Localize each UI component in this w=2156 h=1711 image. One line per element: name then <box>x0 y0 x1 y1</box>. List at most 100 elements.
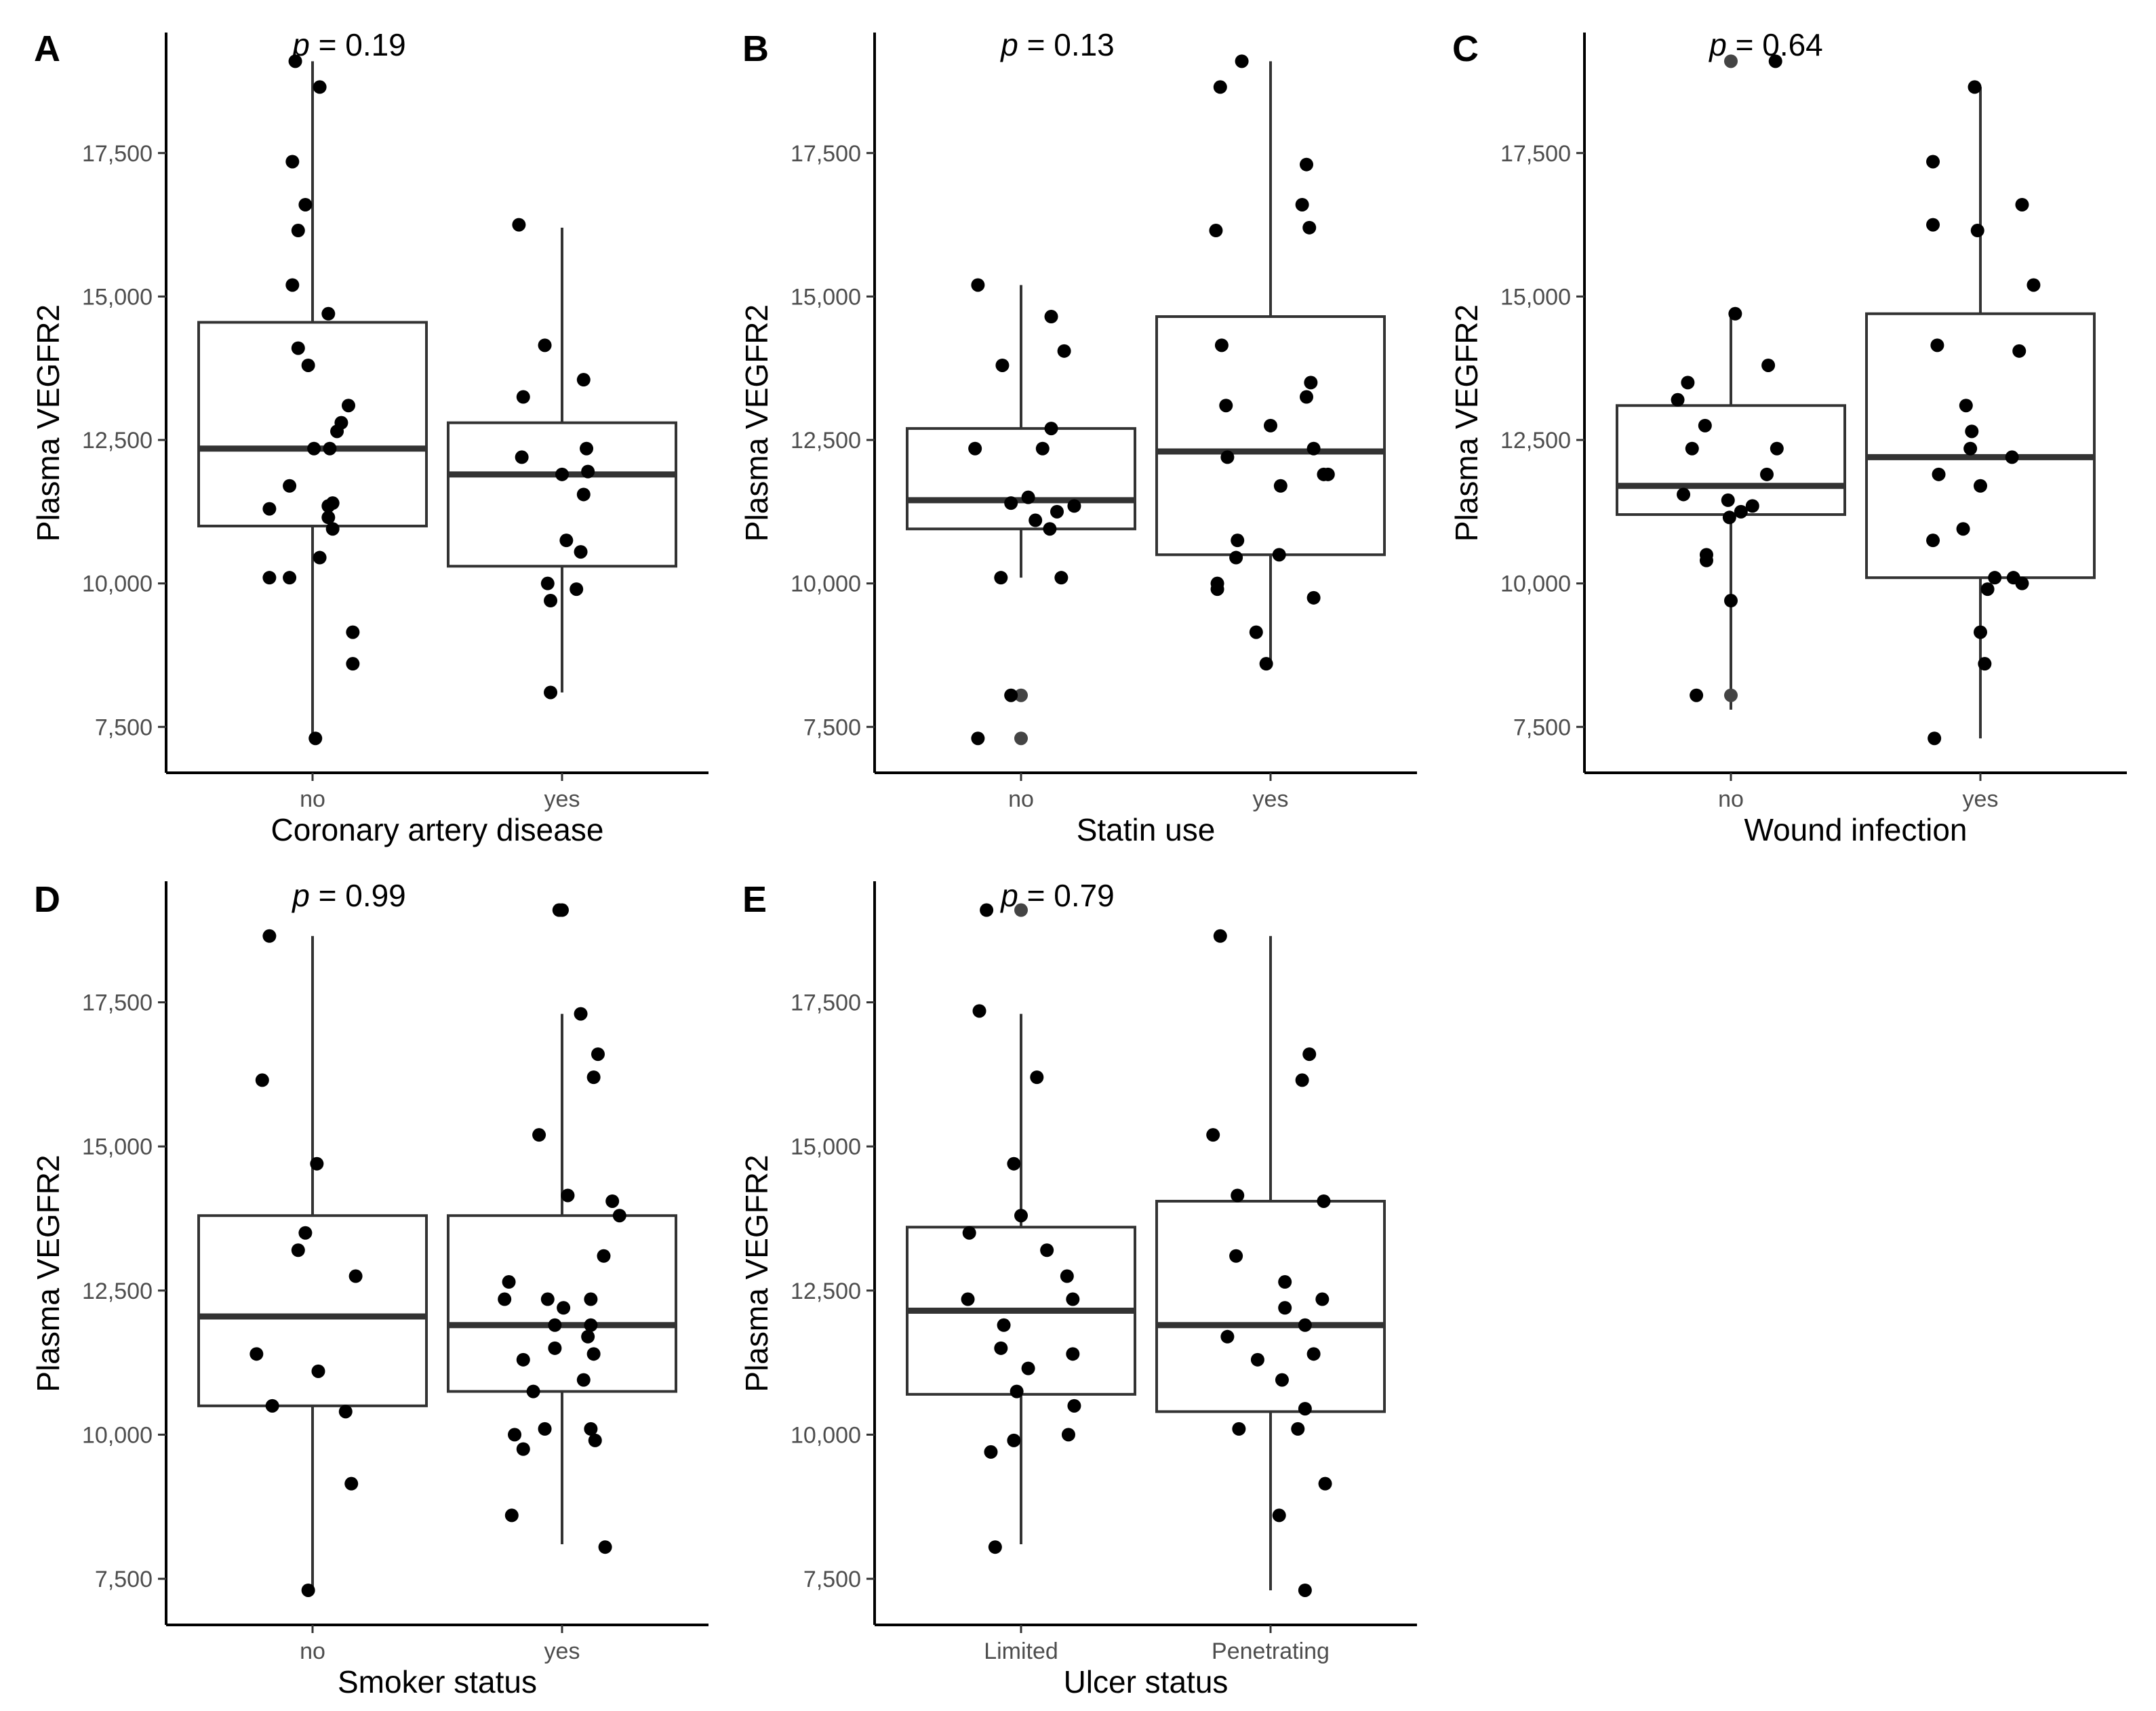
data-point <box>561 1188 575 1203</box>
y-tick-label: 12,500 <box>82 428 153 454</box>
data-point <box>1067 1398 1081 1413</box>
data-point <box>1930 338 1944 353</box>
data-point <box>1272 1508 1286 1523</box>
panel-label: C <box>1452 28 1479 69</box>
data-point <box>576 1373 591 1387</box>
data-point <box>1044 422 1058 436</box>
y-tick-label: 7,500 <box>1513 714 1571 740</box>
box <box>1155 1199 1386 1413</box>
data-point <box>265 1398 279 1413</box>
data-point <box>576 487 591 502</box>
p-value: = 0.13 <box>1018 27 1115 62</box>
data-point <box>548 1341 562 1355</box>
outlier-point <box>1014 688 1028 702</box>
data-point <box>984 1445 998 1459</box>
data-point <box>508 1428 522 1442</box>
x-tick-label: Limited <box>984 1638 1058 1664</box>
outlier-point <box>1724 54 1738 68</box>
data-point <box>971 731 985 746</box>
x-axis-title: Ulcer status <box>1064 1664 1229 1699</box>
data-point <box>301 1583 315 1597</box>
y-tick-label: 12,500 <box>791 428 861 454</box>
data-point <box>1745 499 1759 513</box>
group-yes: yes <box>447 903 677 1664</box>
y-axis-title: Plasma VEGFR2 <box>739 1154 774 1392</box>
data-point <box>310 1156 324 1171</box>
group-no: no <box>197 54 428 812</box>
y-tick-label: 15,000 <box>791 284 861 310</box>
x-tick-label: no <box>1008 786 1034 812</box>
p-value-label: p = 0.19 <box>291 27 406 62</box>
data-point <box>1770 441 1784 456</box>
data-point <box>1734 504 1748 519</box>
y-tick-label: 15,000 <box>791 1134 861 1160</box>
data-point <box>1029 513 1043 527</box>
data-point <box>1302 1047 1317 1062</box>
group-yes: yes <box>1865 80 2096 812</box>
y-axis-title: Plasma VEGFR2 <box>1449 304 1484 542</box>
data-point <box>301 358 315 372</box>
box <box>197 1214 428 1407</box>
y-tick-label: 17,500 <box>82 990 153 1016</box>
data-point <box>1698 418 1712 432</box>
data-point <box>298 197 313 212</box>
data-point <box>344 1476 359 1491</box>
data-point <box>1229 1249 1243 1263</box>
data-point <box>1250 1352 1264 1367</box>
data-point <box>2012 344 2027 358</box>
data-point <box>1318 1476 1332 1491</box>
data-point <box>323 441 337 456</box>
y-tick-label: 12,500 <box>1500 428 1571 454</box>
data-point <box>1690 688 1704 702</box>
data-point <box>1295 197 1309 212</box>
data-point <box>515 450 529 464</box>
y-tick-label: 15,000 <box>82 284 153 310</box>
data-point <box>1959 399 1973 413</box>
y-axis-title: Plasma VEGFR2 <box>31 304 66 542</box>
p-value-label: p = 0.13 <box>999 27 1115 62</box>
data-point <box>971 278 985 292</box>
data-point <box>1300 157 1313 172</box>
panel-d: D 7,500 10,000 12,500 15,000 17,500 Plasma VEG… <box>31 878 708 1699</box>
data-point <box>555 903 569 917</box>
data-point <box>1213 929 1227 943</box>
data-point <box>1219 399 1233 413</box>
data-point <box>498 1292 512 1306</box>
data-point <box>1956 522 1970 536</box>
data-point <box>1724 594 1738 608</box>
data-point <box>584 1292 598 1306</box>
data-point <box>1014 1209 1028 1223</box>
y-tick-label: 10,000 <box>1500 571 1571 597</box>
data-point <box>1760 467 1774 481</box>
data-point <box>321 306 336 321</box>
data-point <box>962 1226 976 1240</box>
data-point <box>1004 688 1018 702</box>
group-penetrating: Penetrating <box>1155 929 1386 1664</box>
data-point <box>1926 155 1940 169</box>
data-point <box>997 1318 1011 1332</box>
data-point <box>598 1540 612 1554</box>
data-point <box>342 399 355 413</box>
p-value: = 0.99 <box>310 878 406 913</box>
data-point <box>1232 1422 1246 1436</box>
p-value-label: p = 0.64 <box>1708 27 1823 62</box>
y-tick-label: 17,500 <box>791 990 861 1016</box>
data-point <box>1926 534 1940 548</box>
data-point <box>1040 1243 1054 1257</box>
data-point <box>1302 220 1317 235</box>
panel-label: B <box>742 28 769 69</box>
x-tick-label: no <box>1718 786 1744 812</box>
box <box>447 421 677 568</box>
data-point <box>570 582 584 597</box>
data-point <box>1235 54 1249 68</box>
data-point <box>291 1243 305 1257</box>
data-point <box>1932 467 1946 481</box>
data-point <box>308 731 323 746</box>
box <box>906 427 1136 531</box>
data-point <box>1021 490 1035 504</box>
group-no: no <box>197 929 428 1664</box>
data-point <box>1054 571 1069 585</box>
group-yes: yes <box>1155 54 1386 812</box>
data-point <box>584 1422 598 1436</box>
